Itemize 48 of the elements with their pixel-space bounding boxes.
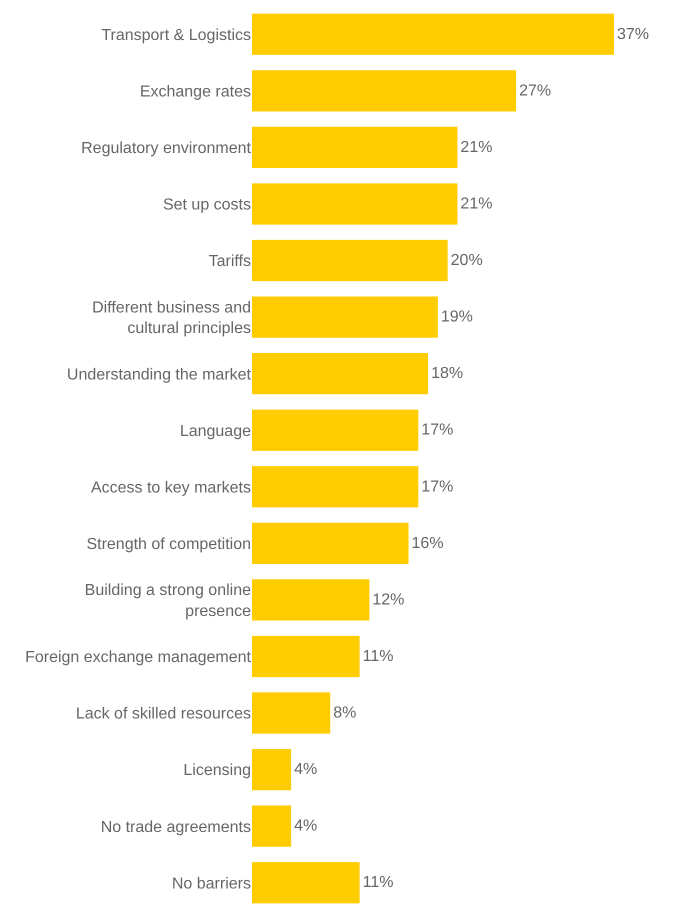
bar (252, 70, 516, 112)
y-tick-label: Language (180, 422, 252, 440)
y-tick-label: Exchange rates (140, 83, 251, 100)
bar (252, 522, 409, 564)
y-tick-label: Tariffs (208, 253, 251, 270)
data-label: 21% (460, 195, 492, 212)
y-tick-label: Transport & Logistics (101, 26, 251, 44)
data-label: 17% (421, 422, 454, 439)
bar (252, 806, 292, 847)
bar (252, 692, 330, 734)
data-label: 20% (450, 252, 483, 270)
data-label: 21% (460, 138, 492, 156)
data-label: 18% (431, 365, 464, 382)
y-tick-label: Set up costs (162, 196, 251, 214)
bar (252, 410, 418, 451)
data-label: 8% (333, 704, 356, 722)
y-tick-label: Licensing (183, 762, 251, 780)
bar (252, 14, 614, 55)
y-tick-label: No trade agreements (100, 818, 251, 836)
data-label: 4% (294, 818, 318, 835)
y-tick-label: Understanding the market (66, 366, 252, 384)
bar (252, 748, 292, 790)
bar (252, 126, 458, 168)
y-tick-label: Foreign exchange management (25, 649, 252, 666)
data-label: 37% (616, 26, 649, 43)
bar (252, 240, 448, 282)
data-label: 12% (372, 591, 404, 608)
data-label: 11% (362, 648, 394, 665)
bar (252, 636, 360, 678)
data-label: 17% (421, 478, 454, 496)
bar (252, 862, 360, 904)
bar (252, 466, 418, 508)
data-label: 16% (412, 534, 444, 552)
bar (252, 296, 438, 338)
data-label: 4% (294, 761, 318, 778)
y-tick-label: Access to key markets (90, 479, 251, 496)
y-tick-label: Lack of skilled resources (76, 706, 251, 723)
y-tick-label: No barriers (172, 875, 251, 892)
bar (252, 579, 370, 621)
bar (252, 183, 458, 225)
data-label: 11% (362, 874, 394, 892)
bar (252, 353, 428, 394)
y-tick-label: Building a strong online presence (84, 582, 252, 620)
data-label: 27% (519, 82, 552, 100)
data-label: 19% (440, 308, 473, 326)
y-tick-label: Different business and cultural principles (92, 299, 251, 338)
y-tick-label: Strength of competition (86, 536, 251, 553)
y-tick-label: Regulatory environment (81, 140, 252, 158)
